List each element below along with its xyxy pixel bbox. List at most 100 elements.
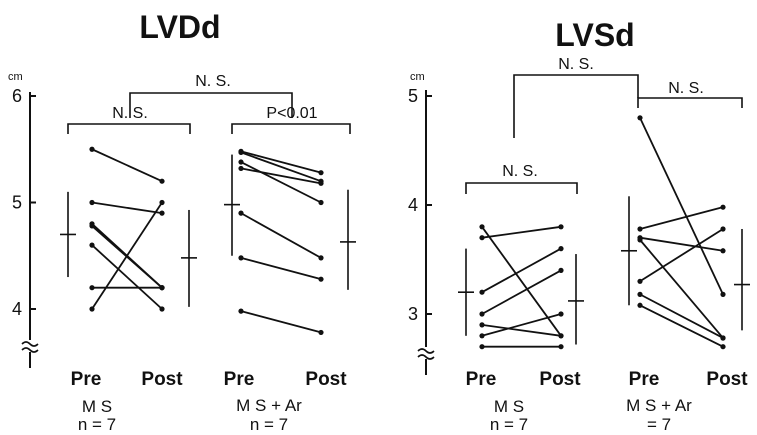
group-n-label: n = 7 xyxy=(250,415,288,434)
pre-point xyxy=(637,237,643,243)
x-tick-label: Pre xyxy=(629,369,660,390)
unit-label: cm xyxy=(410,71,425,83)
post-point xyxy=(318,255,324,261)
pair-line xyxy=(639,206,724,230)
pre-point xyxy=(238,165,244,172)
post-point xyxy=(159,285,165,291)
pre-point xyxy=(479,289,485,295)
between-group-bracket xyxy=(513,74,639,138)
pair-line xyxy=(481,324,562,337)
comparison-bracket xyxy=(231,123,351,134)
pair-line xyxy=(240,150,322,174)
pair-line xyxy=(240,212,322,259)
post-point xyxy=(159,306,165,312)
pair-line xyxy=(91,148,163,183)
post-point xyxy=(558,246,564,252)
x-tick-label: Pre xyxy=(466,369,497,390)
pair-line xyxy=(639,236,724,252)
axis-break xyxy=(417,348,435,360)
pre-point xyxy=(238,210,244,216)
y-tick-label: 6 xyxy=(12,86,22,106)
pair-line xyxy=(639,304,724,348)
y-tick-label: 3 xyxy=(408,304,418,324)
pair-line xyxy=(240,161,322,204)
pre-point xyxy=(89,199,95,206)
post-point xyxy=(318,170,324,176)
group-label: M S xyxy=(82,397,112,416)
between-group-label: N. S. xyxy=(558,56,594,73)
post-point xyxy=(159,178,165,184)
between-group-label: N. S. xyxy=(195,73,231,90)
comparison-label: N. S. xyxy=(668,80,704,97)
group-n-label: = 7 xyxy=(647,415,671,434)
pair-line xyxy=(240,167,322,185)
pre-point xyxy=(637,302,643,308)
pre-point xyxy=(637,278,643,284)
group-n-label: n = 7 xyxy=(78,415,116,434)
post-point xyxy=(159,210,165,216)
pre-point xyxy=(479,224,485,230)
pair-line xyxy=(91,202,163,310)
post-point xyxy=(318,180,324,186)
post-point xyxy=(720,344,726,350)
post-point xyxy=(720,204,726,210)
pair-line xyxy=(639,293,724,339)
comparison-label: N. S. xyxy=(502,163,538,180)
post-point xyxy=(318,329,324,336)
pair-line xyxy=(481,313,562,337)
group-label: M S xyxy=(494,397,524,416)
pair-line xyxy=(91,201,163,215)
post-point xyxy=(159,199,165,206)
post-point xyxy=(318,199,324,206)
group-n-label: n = 7 xyxy=(490,415,528,434)
post-point xyxy=(558,333,564,339)
post-point xyxy=(720,248,726,254)
post-point xyxy=(558,344,564,350)
pair-line xyxy=(639,239,724,339)
pre-point xyxy=(238,159,244,165)
pair-line xyxy=(481,225,562,239)
pre-point xyxy=(238,255,244,261)
pre-point xyxy=(479,311,485,317)
y-tick-label: 4 xyxy=(12,299,22,319)
pre-point xyxy=(238,149,244,156)
pre-point xyxy=(479,235,485,241)
pre-point xyxy=(89,242,95,248)
pair-line xyxy=(481,226,562,337)
x-tick-label: Post xyxy=(706,369,748,390)
comparison-bracket xyxy=(67,123,191,134)
pre-point xyxy=(637,226,643,232)
pre-point xyxy=(479,333,485,339)
pre-point xyxy=(89,306,95,312)
post-point xyxy=(720,335,726,341)
x-tick-label: Post xyxy=(539,369,581,390)
y-tick-label: 5 xyxy=(408,86,418,106)
post-point xyxy=(318,276,324,282)
pair-line xyxy=(481,247,562,293)
x-tick-label: Pre xyxy=(224,369,255,390)
pair-line xyxy=(240,151,322,183)
pre-point xyxy=(637,291,643,297)
group-label: M S + Ar xyxy=(236,396,302,415)
pair-line xyxy=(639,228,724,283)
unit-label: cm xyxy=(8,71,23,83)
x-tick-label: Pre xyxy=(71,369,102,390)
y-tick-label: 4 xyxy=(408,195,418,215)
post-point xyxy=(558,224,564,230)
post-point xyxy=(558,267,564,273)
post-point xyxy=(720,226,726,232)
x-tick-label: Post xyxy=(141,369,183,390)
pair-line xyxy=(240,257,322,281)
pair-line xyxy=(481,269,562,315)
comparison-bracket xyxy=(465,182,578,194)
chart-title: LVSd xyxy=(555,17,634,53)
pre-point xyxy=(89,223,95,229)
pre-point xyxy=(479,344,485,350)
post-point xyxy=(720,291,726,297)
pre-point xyxy=(637,115,643,121)
y-tick-label: 5 xyxy=(12,193,22,213)
pre-point xyxy=(238,308,244,314)
group-label: M S + Ar xyxy=(626,396,692,415)
x-tick-label: Post xyxy=(305,369,347,390)
